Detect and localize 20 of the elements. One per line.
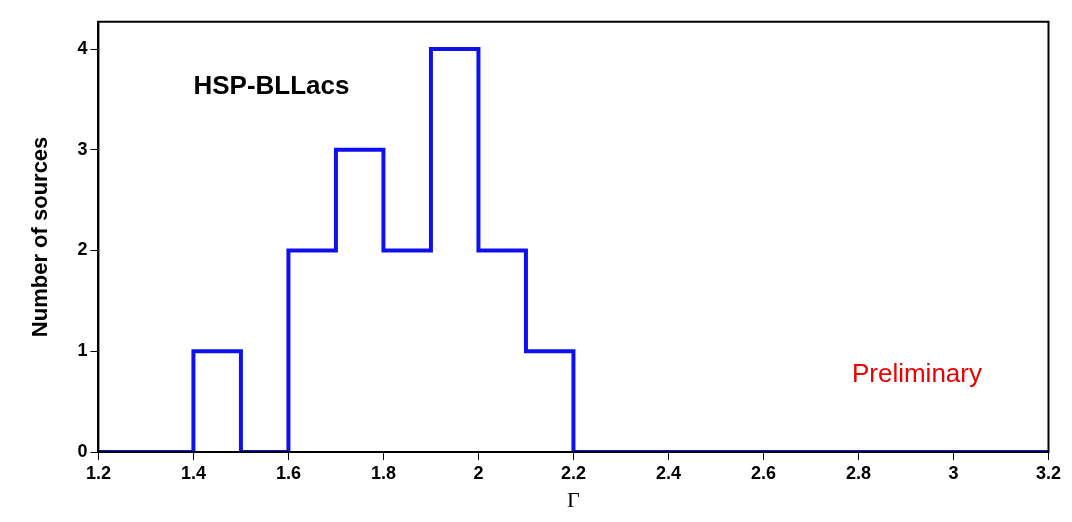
y-tick-label: 3: [77, 138, 88, 159]
y-tick-label: 2: [77, 239, 88, 260]
x-tick-label: 1.6: [275, 462, 301, 483]
x-tick-label: 2: [473, 462, 484, 483]
x-axis-title: Γ: [567, 486, 581, 512]
x-tick-label: 2.8: [845, 462, 871, 483]
x-tick-label: 2.2: [560, 462, 586, 483]
annotation: Preliminary: [851, 357, 982, 388]
x-tick-label: 2.4: [655, 462, 681, 483]
x-tick-label: 1.2: [85, 462, 111, 483]
x-tick-label: 3: [948, 462, 959, 483]
y-tick-label: 0: [77, 440, 88, 461]
x-tick-label: 2.6: [750, 462, 776, 483]
y-tick-label: 4: [77, 37, 88, 58]
x-tick-label: 1.4: [180, 462, 206, 483]
y-axis-title: Number of sources: [27, 136, 53, 338]
annotation: HSP-BLLacs: [193, 69, 350, 100]
y-tick-label: 1: [77, 340, 88, 361]
x-tick-label: 1.8: [370, 462, 396, 483]
x-tick-label: 3.2: [1035, 462, 1061, 483]
